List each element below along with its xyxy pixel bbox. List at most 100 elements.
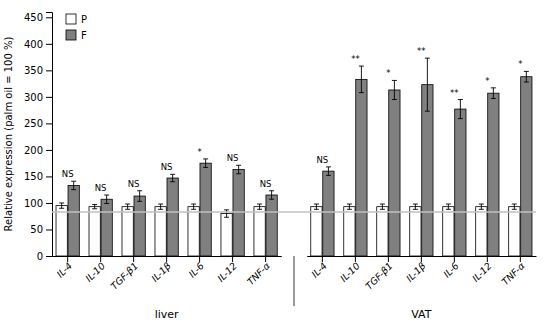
x-tick: IL-12 (215, 256, 239, 284)
error-bar-cap (425, 58, 430, 59)
y-tick-label: 200 (24, 145, 43, 156)
y-tick-label: 50 (30, 224, 43, 235)
error-bar-cap (347, 209, 352, 210)
bar (455, 109, 466, 256)
annotations: liverNSNSNSNS*NSNSVATNS********* (62, 46, 523, 321)
error-bar-cap (458, 99, 463, 100)
bar (266, 195, 277, 256)
bar (410, 207, 421, 256)
error-bar-cap (236, 165, 241, 166)
y-tick: 0 (37, 251, 52, 262)
y-tick: 400 (24, 39, 52, 50)
x-tick: IL-6 (186, 256, 206, 280)
error-bar (479, 204, 484, 209)
error-bar-cap (59, 208, 64, 209)
error-bar-stem (139, 191, 140, 202)
error-bar-cap (524, 82, 529, 83)
y-tick: 300 (24, 92, 52, 103)
x-tick-label: TGF-β1 (363, 260, 395, 292)
significance-label: * (386, 68, 390, 78)
error-bar-stem (238, 165, 239, 173)
bar (521, 77, 532, 256)
y-tick-mark (46, 150, 52, 151)
bar (344, 207, 355, 256)
error-bar-cap (326, 175, 331, 176)
error-bar (269, 191, 274, 199)
error-bar-cap (359, 66, 364, 67)
bar (311, 207, 322, 256)
y-tick: 150 (24, 171, 52, 182)
error-bar-cap (446, 209, 451, 210)
error-bar-cap (458, 118, 463, 119)
error-bar-stem (193, 204, 194, 209)
error-bar-stem (394, 80, 395, 99)
bar (254, 207, 265, 256)
y-tick: 200 (24, 145, 52, 156)
y-tick: 450 (24, 12, 52, 23)
error-bar-cap (512, 204, 517, 205)
error-bar-cap (413, 209, 418, 210)
y-tick: 250 (24, 118, 52, 129)
error-bar-cap (413, 204, 418, 205)
error-bar-stem (106, 195, 107, 203)
error-bar-cap (347, 204, 352, 205)
group-label: liver (155, 308, 179, 321)
x-tick: IL-1β (149, 256, 173, 284)
y-tick-label: 350 (24, 65, 43, 76)
error-bar-stem (427, 58, 428, 111)
bar (221, 214, 232, 256)
bar (488, 93, 499, 256)
bar (377, 207, 388, 256)
error-bar-cap (314, 209, 319, 210)
significance-label: * (197, 147, 201, 157)
y-tick-label: 150 (24, 171, 43, 182)
chart: 0 50 100 150 200 250 300 350 400 450 Relative expr… (0, 0, 548, 334)
bar (68, 185, 79, 256)
reference-line (52, 211, 536, 213)
y-axis-title: Relative expression (palm oil = 100 %) (3, 37, 14, 232)
error-bar (257, 204, 262, 209)
bar (389, 90, 400, 256)
significance-label: NS (128, 179, 140, 189)
error-bar-cap (170, 181, 175, 182)
y-tick: 100 (24, 198, 52, 209)
x-tick: IL-4 (54, 256, 74, 280)
x-tick-label: IL-10 (338, 260, 362, 284)
y-tick-mark (46, 229, 52, 230)
error-bar (413, 204, 418, 209)
error-bar (104, 195, 109, 203)
error-bar-cap (125, 209, 130, 210)
error-bar (224, 210, 229, 217)
x-tick-label: IL-10 (83, 260, 107, 284)
bar (101, 199, 112, 256)
error-bar-stem (448, 204, 449, 209)
legend-swatch (66, 14, 76, 24)
error-bar (512, 204, 517, 209)
x-tick: TNF-α (500, 256, 528, 287)
error-bar-stem (526, 71, 527, 82)
bar (323, 171, 334, 256)
significance-label: ** (450, 88, 459, 98)
error-bar-cap (191, 204, 196, 205)
y-tick-label: 0 (37, 251, 43, 262)
y-tick: 50 (30, 224, 52, 235)
x-tick-label: IL-12 (215, 260, 239, 284)
x-tick-label: TGF-β1 (109, 260, 141, 292)
error-bar (314, 204, 319, 209)
error-bar-cap (224, 217, 229, 218)
x-tick: TGF-β1 (109, 256, 141, 292)
error-bar-stem (271, 191, 272, 199)
x-tick: IL-4 (309, 256, 329, 280)
x-tick: IL-12 (470, 256, 494, 284)
x-tick-label: IL-1β (149, 260, 173, 284)
significance-label: NS (227, 153, 239, 163)
y-tick-label: 450 (24, 12, 43, 23)
legend: PF (66, 14, 87, 41)
error-bar-stem (382, 204, 383, 209)
error-bar-cap (71, 181, 76, 182)
error-bar-cap (224, 209, 229, 210)
y-tick-mark (46, 97, 52, 98)
x-tick: IL-1β (404, 256, 428, 284)
error-bar (380, 204, 385, 209)
x-tick: IL-10 (338, 256, 362, 284)
